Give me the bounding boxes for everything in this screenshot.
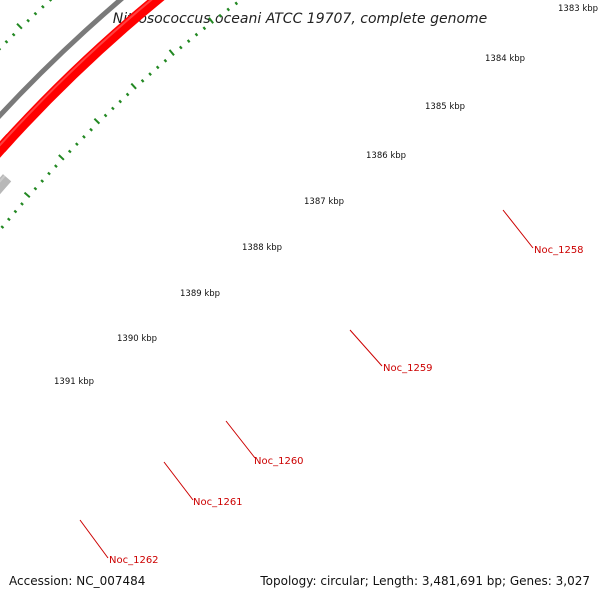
inner-scale-tick-37	[40, 179, 45, 183]
gene-noc-1260	[0, 174, 12, 195]
inner-scale-tick-40	[58, 154, 65, 161]
leader-noc-1262	[79, 519, 109, 559]
inner-scale-tick-57	[186, 39, 191, 43]
inner-scale-tick-60	[208, 17, 214, 24]
outer-scale-tick-37	[33, 11, 38, 16]
inner-scale-tick-39	[54, 164, 58, 168]
inner-scale-tick-43	[82, 135, 86, 139]
inner-scale-tick-33	[13, 209, 18, 214]
gene-label-noc-1258[interactable]: Noc_1258	[534, 245, 584, 256]
gene-label-noc-1261[interactable]: Noc_1261	[193, 497, 243, 508]
inner-scale-tick-56	[178, 45, 183, 50]
inner-scale-tick-52	[148, 72, 152, 76]
kbp-label-1386: 1386 kbp	[366, 151, 406, 161]
genome-stats-text: Topology: circular; Length: 3,481,691 bp…	[260, 574, 590, 588]
inner-scale-tick-47	[111, 106, 115, 111]
kbp-label-1391: 1391 kbp	[54, 377, 94, 387]
gene-label-noc-1260[interactable]: Noc_1260	[254, 456, 304, 467]
accession-text: Accession: NC_007484	[9, 574, 146, 588]
gene-label-noc-1262[interactable]: Noc_1262	[109, 555, 159, 566]
inner-scale-tick-32	[6, 217, 11, 222]
inner-scale-tick-42	[75, 142, 79, 146]
inner-scale-tick-45	[93, 117, 101, 125]
outer-scale-tick-35	[16, 23, 23, 30]
outer-scale-tick-34	[11, 32, 16, 37]
inner-scale-tick-54	[163, 58, 168, 63]
inner-scale-tick-61	[218, 13, 223, 18]
inner-scale-tick-63	[234, 1, 239, 6]
kbp-label-1384: 1384 kbp	[485, 54, 525, 64]
gene-noc-1259	[0, 0, 165, 153]
kbp-label-1390: 1390 kbp	[117, 334, 157, 344]
outer-scale-tick-36	[26, 18, 30, 23]
kbp-labels: 1383 kbp 1384 kbp 1385 kbp 1386 kbp 1387…	[54, 4, 598, 387]
kbp-label-1389: 1389 kbp	[180, 289, 220, 299]
gene-label-leaders	[79, 209, 534, 559]
inner-scale-tick-46	[103, 113, 108, 118]
inner-scale-tick-35	[23, 191, 31, 198]
leader-noc-1260	[225, 420, 256, 459]
leader-noc-1259	[349, 329, 383, 367]
map-title: Nitrosococcus oceani ATCC 19707, complet…	[113, 11, 488, 27]
inner-scale-tick-53	[155, 65, 160, 70]
gene-label-noc-1259[interactable]: Noc_1259	[383, 363, 433, 374]
inner-scale-tick-34	[20, 202, 24, 206]
outer-scale-ring	[0, 0, 53, 51]
gene-features	[0, 0, 165, 195]
inner-scale-tick-58	[194, 32, 199, 37]
inner-scale-tick-51	[140, 78, 145, 83]
kbp-label-1388: 1388 kbp	[242, 243, 282, 253]
inner-scale-ring	[0, 1, 239, 229]
inner-scale-tick-55	[168, 49, 175, 56]
inner-scale-tick-50	[130, 82, 137, 90]
outer-scale-tick-33	[4, 39, 9, 44]
gene-noc-1259-highlight	[0, 0, 153, 147]
kbp-label-1383: 1383 kbp	[558, 4, 598, 14]
inner-scale-tick-44	[89, 127, 93, 132]
inner-scale-tick-36	[33, 186, 38, 191]
inner-scale-tick-59	[202, 26, 207, 31]
inner-scale-tick-31	[0, 225, 5, 229]
kbp-label-1385: 1385 kbp	[425, 102, 465, 112]
inner-scale-tick-48	[118, 99, 123, 104]
inner-scale-tick-49	[125, 92, 130, 97]
gene-labels: Noc_1258 Noc_1259 Noc_1260 Noc_1261 Noc_…	[109, 245, 584, 566]
outer-scale-tick-39	[48, 0, 53, 2]
leader-noc-1261	[163, 461, 194, 501]
outer-scale-tick-38	[41, 4, 45, 9]
gene-noc-1260-highlight	[0, 175, 6, 183]
inner-scale-tick-41	[67, 149, 72, 154]
inner-scale-tick-62	[226, 7, 231, 12]
genome-backbone	[0, 0, 125, 120]
leader-noc-1258	[502, 209, 534, 249]
kbp-label-1387: 1387 kbp	[304, 197, 344, 207]
inner-scale-tick-38	[47, 171, 51, 176]
